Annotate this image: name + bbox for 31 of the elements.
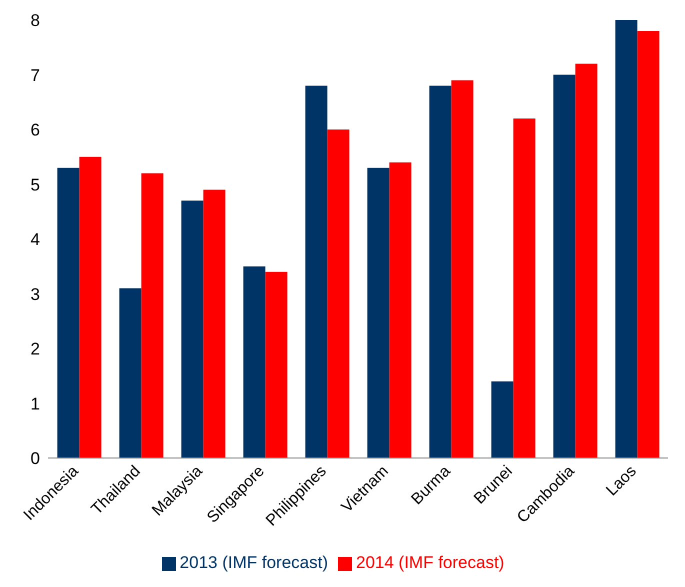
y-tick-label: 5 bbox=[30, 175, 40, 194]
bar bbox=[553, 74, 576, 458]
bar bbox=[491, 381, 514, 458]
bar bbox=[575, 64, 598, 458]
legend-label: 2014 (IMF forecast) bbox=[356, 553, 504, 572]
bar bbox=[513, 118, 536, 458]
bar bbox=[203, 190, 226, 458]
bar bbox=[615, 20, 638, 458]
y-tick-label: 8 bbox=[30, 11, 40, 30]
bar bbox=[79, 156, 102, 458]
legend-label: 2013 (IMF forecast) bbox=[180, 553, 328, 572]
bar bbox=[429, 86, 452, 458]
y-tick-label: 6 bbox=[30, 120, 40, 140]
bar bbox=[637, 30, 660, 458]
bar bbox=[57, 168, 80, 458]
bar bbox=[389, 162, 412, 458]
y-tick-label: 2 bbox=[30, 340, 40, 359]
bar bbox=[327, 130, 350, 458]
bar bbox=[141, 173, 164, 458]
bar bbox=[451, 80, 474, 458]
bar bbox=[367, 168, 390, 458]
y-tick-label: 4 bbox=[30, 230, 40, 250]
bar bbox=[265, 272, 288, 458]
y-tick-label: 7 bbox=[30, 66, 40, 85]
y-tick-label: 0 bbox=[30, 449, 40, 468]
bar bbox=[305, 86, 328, 458]
bar bbox=[243, 266, 266, 458]
y-tick-label: 3 bbox=[30, 284, 40, 304]
bar bbox=[181, 200, 204, 458]
bar bbox=[119, 288, 142, 458]
y-tick-label: 1 bbox=[30, 394, 40, 414]
